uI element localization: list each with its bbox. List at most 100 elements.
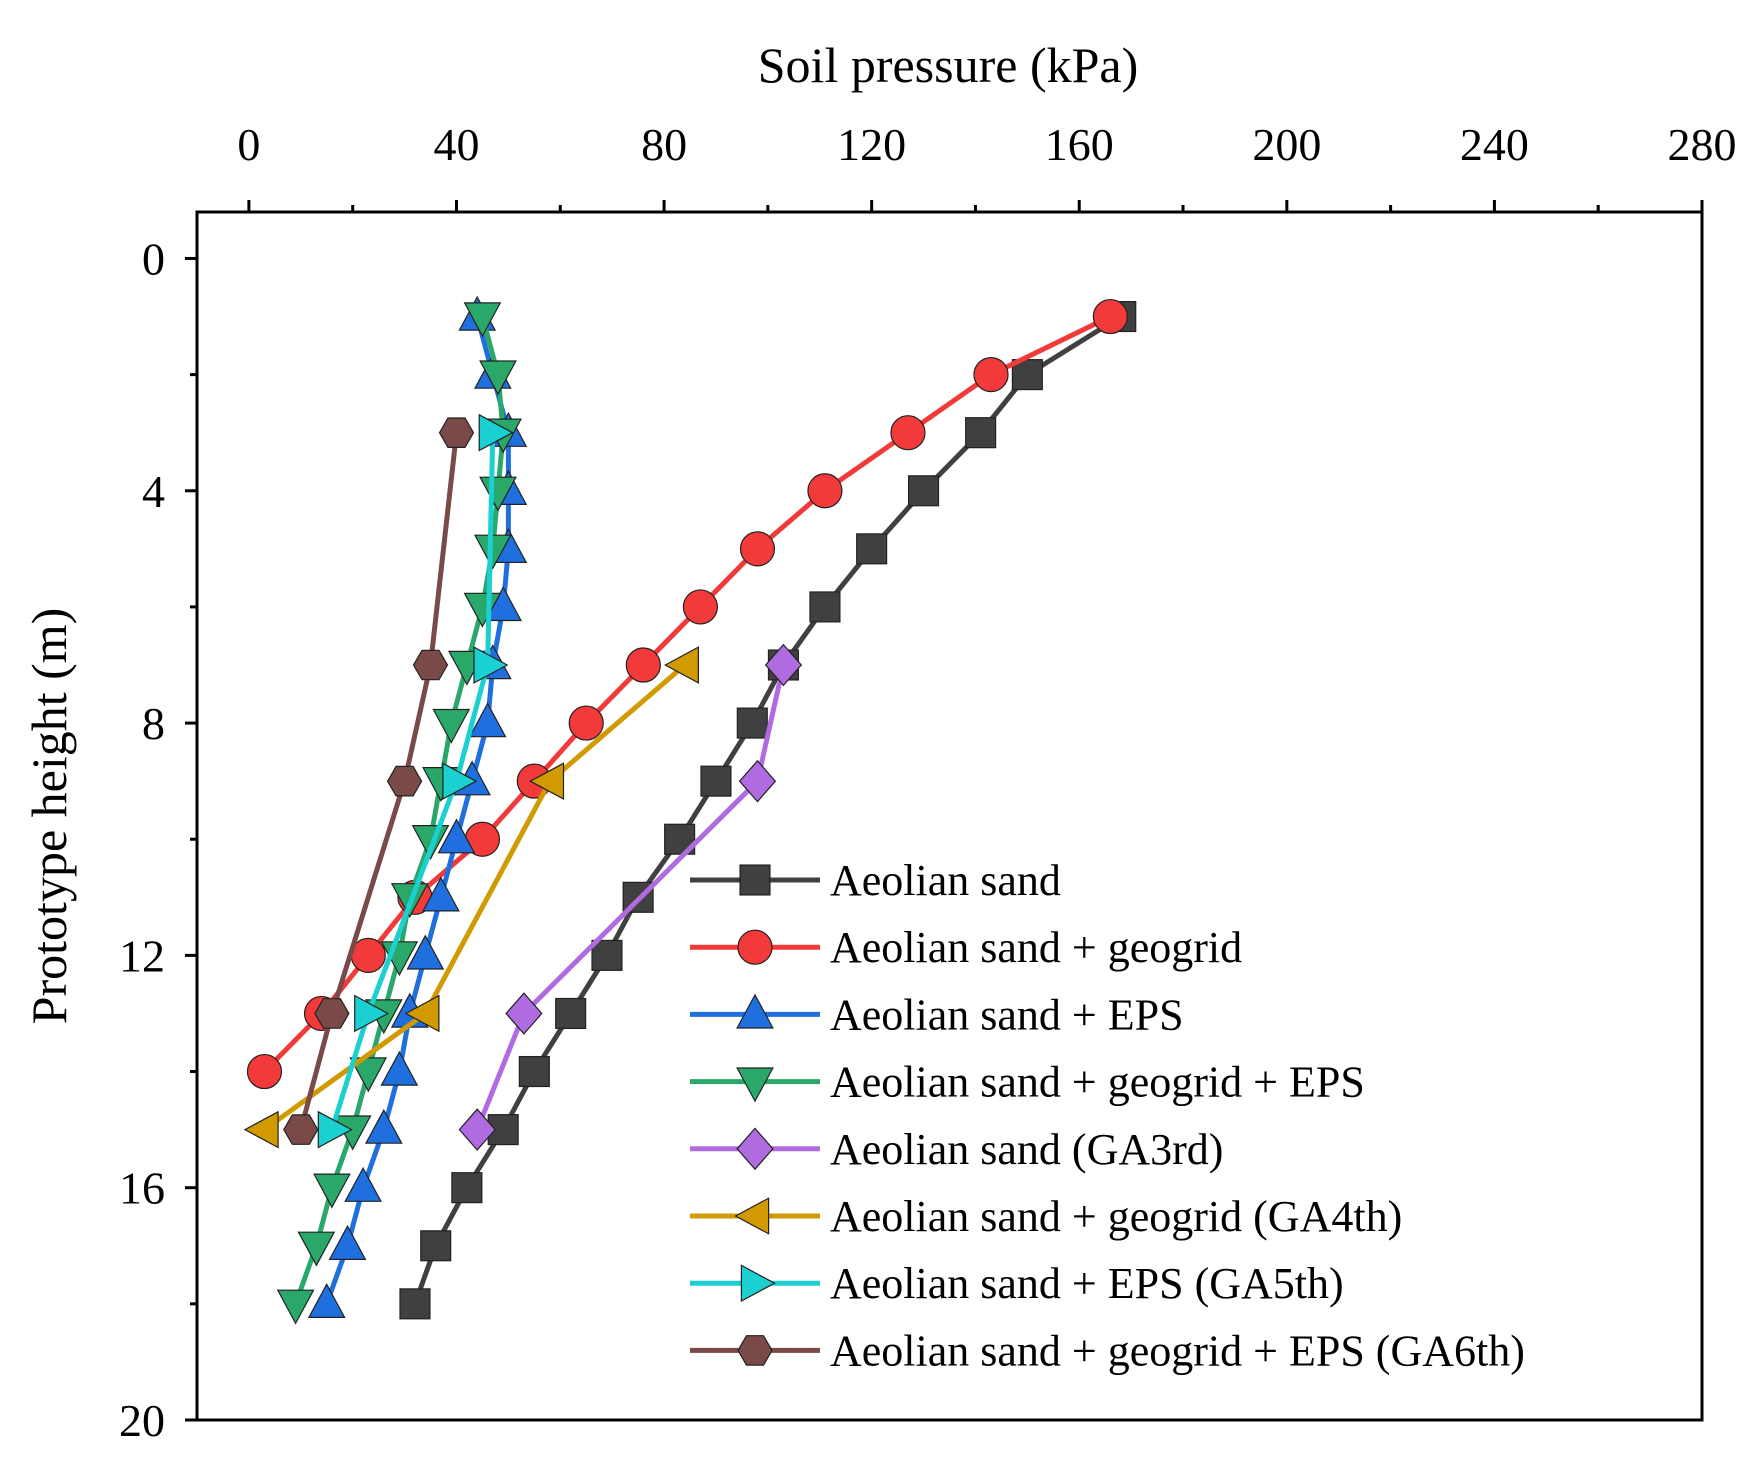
circle-marker (890, 415, 926, 451)
legend-label: Aeolian sand + EPS (GA5th) (830, 1259, 1344, 1308)
diamond-marker (764, 643, 803, 687)
triangle-up-marker (422, 876, 460, 912)
legend-item: Aeolian sand + EPS (690, 990, 1184, 1039)
circle-marker (1092, 298, 1128, 335)
circle-marker (737, 929, 773, 965)
x-tick-label: 120 (837, 119, 906, 170)
series-layer (243, 295, 1137, 1325)
triangle-right-marker (442, 762, 478, 801)
x-axis-title: Soil pressure (kPa) (758, 37, 1139, 93)
x-tick-label: 280 (1668, 119, 1737, 170)
hexagon-marker (314, 998, 350, 1029)
series-4 (276, 302, 523, 1325)
diamond-marker (736, 1127, 774, 1171)
x-tick-label: 240 (1460, 119, 1529, 170)
triangle-down-marker (432, 708, 471, 744)
x-tick-label: 200 (1252, 119, 1321, 170)
legend-item: Aeolian sand + geogrid + EPS (GA6th) (690, 1326, 1525, 1375)
square-marker (809, 591, 841, 623)
square-marker (399, 1288, 431, 1320)
triangle-down-marker (313, 1173, 351, 1209)
series-line (293, 315, 506, 1305)
triangle-left-marker (243, 1110, 279, 1149)
x-tick-label: 160 (1045, 119, 1114, 170)
legend-label: Aeolian sand + geogrid (830, 923, 1242, 972)
triangle-up-marker (437, 818, 476, 854)
hexagon-marker (386, 765, 423, 797)
square-marker (700, 765, 732, 797)
triangle-right-marker (478, 413, 514, 452)
square-marker (739, 864, 771, 896)
triangle-left-marker (404, 994, 440, 1033)
triangle-down-marker (297, 1231, 336, 1267)
triangle-down-marker (479, 360, 517, 396)
series-line (263, 663, 687, 1132)
triangle-up-marker (364, 1108, 403, 1144)
triangle-left-marker (529, 762, 565, 801)
triangle-up-marker (736, 993, 774, 1029)
circle-marker (568, 705, 604, 741)
y-tick-label: 4 (142, 466, 165, 517)
triangle-down-marker (463, 302, 502, 338)
circle-marker (739, 531, 776, 567)
square-marker (965, 417, 997, 449)
series-5 (458, 643, 803, 1151)
legend-item: Aeolian sand + EPS (GA5th) (690, 1259, 1344, 1308)
series-1 (399, 300, 1137, 1320)
triangle-up-marker (380, 1050, 419, 1086)
x-tick-label: 80 (641, 119, 687, 170)
plot-frame (195, 210, 1704, 1422)
hexagon-marker (438, 417, 475, 448)
y-axis-title: Prototype height (m) (21, 608, 77, 1025)
series-7 (317, 413, 514, 1149)
triangle-down-marker (411, 824, 450, 861)
diamond-marker (738, 759, 777, 803)
hexagon-marker (283, 1114, 319, 1145)
legend-item: Aeolian sand + geogrid (690, 923, 1242, 972)
square-marker (518, 1055, 550, 1088)
y-tick-label: 0 (142, 233, 165, 284)
triangle-up-marker (468, 702, 507, 738)
circle-marker (246, 1053, 283, 1090)
series-line (324, 315, 511, 1305)
x-axis-ticks: 0 40 80 120 160 200 240 280 (237, 119, 1737, 212)
circle-marker (625, 647, 661, 683)
square-marker (907, 475, 940, 507)
triangle-down-marker (276, 1289, 315, 1325)
legend-label: Aeolian sand (830, 856, 1061, 905)
legend-label: Aeolian sand + geogrid (GA4th) (830, 1192, 1402, 1241)
square-marker (591, 939, 623, 971)
legend-label: Aeolian sand + geogrid + EPS (GA6th) (830, 1326, 1525, 1375)
legend-item: Aeolian sand (GA3rd) (690, 1125, 1223, 1174)
triangle-up-marker (344, 1166, 382, 1202)
series-6 (243, 646, 700, 1149)
triangle-right-marker (354, 994, 390, 1033)
square-marker (736, 707, 768, 739)
square-marker (420, 1230, 452, 1262)
legend: Aeolian sand Aeolian sand + geogrid Aeolia… (690, 856, 1525, 1375)
y-tick-label: 16 (119, 1163, 165, 1214)
y-tick-label: 12 (119, 930, 165, 981)
square-marker (555, 997, 587, 1030)
legend-item: Aeolian sand (690, 856, 1061, 905)
triangle-up-marker (406, 934, 445, 970)
triangle-right-marker (473, 646, 509, 684)
triangle-right-marker (740, 1264, 776, 1303)
circle-marker (682, 589, 718, 625)
triangle-left-marker (734, 1197, 770, 1235)
y-axis-ticks: 0 4 8 12 16 20 (119, 233, 197, 1446)
hexagon-marker (737, 1335, 773, 1366)
triangle-up-marker (307, 1283, 346, 1319)
triangle-down-marker (349, 1057, 388, 1093)
triangle-left-marker (664, 646, 700, 684)
hexagon-marker (412, 649, 449, 681)
legend-item: Aeolian sand + geogrid + EPS (690, 1058, 1365, 1107)
diamond-marker (505, 992, 543, 1035)
legend-label: Aeolian sand + geogrid + EPS (830, 1058, 1365, 1107)
y-tick-label: 20 (119, 1395, 165, 1446)
circle-marker (807, 473, 843, 509)
legend-item: Aeolian sand + geogrid (GA4th) (690, 1192, 1402, 1241)
square-marker (856, 533, 888, 565)
series-8 (283, 417, 475, 1145)
